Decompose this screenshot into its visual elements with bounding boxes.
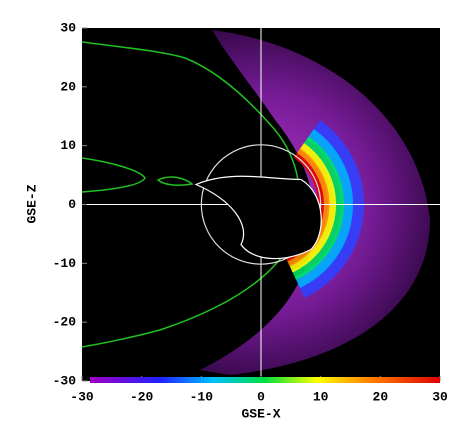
plasma-band xyxy=(291,136,344,280)
x-tick-label: 20 xyxy=(373,389,389,404)
plasma-band xyxy=(297,120,364,298)
y-tick-label: -10 xyxy=(53,256,77,271)
boundary-curve xyxy=(82,157,146,193)
axes: -30 -20 -10 0 10 20 30 -30 -20 -10 0 10 20 30 xyxy=(53,20,448,404)
x-tick-label: -10 xyxy=(190,389,214,404)
x-tick-label: 30 xyxy=(432,389,448,404)
y-tick-label: -30 xyxy=(53,373,77,388)
plasma-band xyxy=(294,129,353,288)
colorbar xyxy=(90,377,440,383)
plasma-edge xyxy=(194,175,322,260)
y-tick-label: 10 xyxy=(60,138,76,153)
y-tick-label: 30 xyxy=(60,20,76,35)
x-axis-label: GSE-X xyxy=(241,406,280,421)
boundary-curve xyxy=(156,176,194,186)
plasma-band xyxy=(289,143,336,273)
x-tick-label: -20 xyxy=(130,389,154,404)
y-tick-label: -20 xyxy=(53,315,77,330)
x-tick-label: 10 xyxy=(313,389,329,404)
x-tick-label: 0 xyxy=(257,389,265,404)
y-tick-label: 20 xyxy=(60,79,76,94)
y-axis-label: GSE-Z xyxy=(24,184,39,223)
x-tick-label: -30 xyxy=(70,389,94,404)
y-tick-label: 0 xyxy=(68,197,76,212)
ring xyxy=(200,144,322,265)
